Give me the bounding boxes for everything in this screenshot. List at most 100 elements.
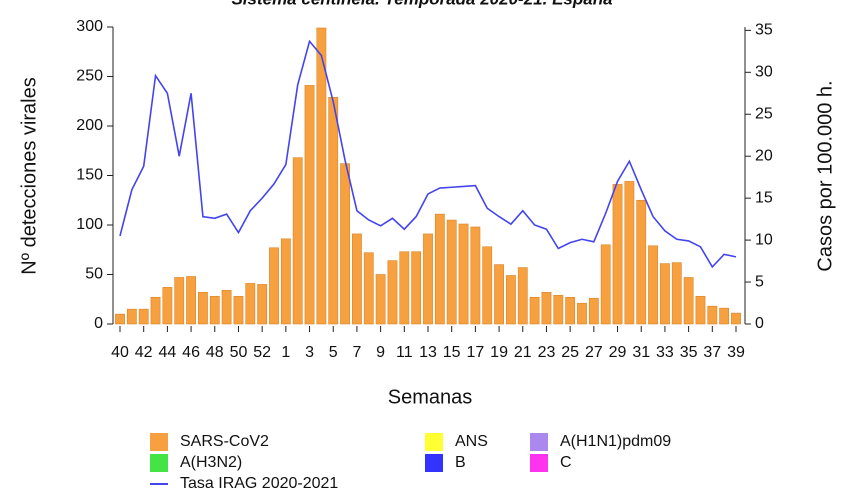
bar bbox=[541, 292, 552, 325]
x-tick-label: 52 bbox=[253, 344, 271, 361]
x-tick-label: 44 bbox=[158, 344, 176, 361]
bar bbox=[375, 274, 386, 325]
legend-swatch bbox=[150, 454, 168, 472]
legend-label: SARS-CoV2 bbox=[180, 433, 269, 450]
bar bbox=[482, 246, 493, 325]
x-tick-label: 7 bbox=[352, 344, 361, 361]
bar bbox=[233, 295, 244, 325]
x-tick-label: 25 bbox=[561, 344, 579, 361]
y2-tick-label: 15 bbox=[755, 189, 773, 206]
bar bbox=[731, 312, 741, 325]
x-tick-label: 33 bbox=[656, 344, 674, 361]
bar bbox=[600, 244, 611, 325]
bar bbox=[683, 277, 694, 325]
legend-label: A(H3N2) bbox=[180, 454, 242, 471]
x-tick-label: 17 bbox=[466, 344, 484, 361]
x-tick-label: 27 bbox=[585, 344, 603, 361]
x-tick-label: 40 bbox=[111, 344, 129, 361]
legend-label: C bbox=[560, 454, 572, 471]
x-tick-label: 48 bbox=[206, 344, 224, 361]
bar bbox=[221, 290, 232, 325]
x-tick-label: 5 bbox=[329, 344, 338, 361]
bar bbox=[138, 308, 149, 325]
bar bbox=[446, 219, 457, 325]
bar bbox=[624, 181, 635, 325]
bar bbox=[695, 295, 706, 325]
x-tick-label: 3 bbox=[305, 344, 314, 361]
y-tick-label: 0 bbox=[94, 315, 103, 332]
bar bbox=[387, 260, 398, 325]
x-tick-label: 50 bbox=[230, 344, 248, 361]
bar bbox=[434, 213, 445, 325]
legend-swatch bbox=[530, 433, 548, 451]
bar bbox=[269, 247, 279, 325]
y-tick-label: 300 bbox=[76, 18, 103, 35]
bar bbox=[162, 287, 173, 325]
x-tick-label: 37 bbox=[703, 344, 721, 361]
bar bbox=[671, 262, 682, 325]
bar bbox=[304, 85, 315, 325]
bar bbox=[316, 27, 327, 325]
legend-label: A(H1N1)pdm09 bbox=[560, 433, 671, 450]
y2-tick-label: 35 bbox=[755, 22, 773, 39]
y2-tick-label: 30 bbox=[755, 64, 773, 81]
bar bbox=[506, 275, 516, 325]
x-tick-label: 31 bbox=[632, 344, 650, 361]
legend-label: Tasa IRAG 2020-2021 bbox=[180, 475, 338, 492]
bar bbox=[707, 305, 718, 325]
x-tick-label: 15 bbox=[443, 344, 461, 361]
bar bbox=[399, 251, 410, 325]
y2-tick-label: 25 bbox=[755, 105, 773, 122]
bar bbox=[719, 307, 730, 325]
bar bbox=[612, 184, 623, 325]
bar bbox=[553, 294, 564, 325]
bar bbox=[529, 296, 540, 325]
x-axis-title: Semanas bbox=[388, 386, 473, 408]
x-tick-label: 21 bbox=[514, 344, 532, 361]
y2-tick-label: 10 bbox=[755, 231, 773, 248]
bar bbox=[648, 245, 658, 325]
bar bbox=[150, 296, 161, 325]
legend-swatch bbox=[150, 433, 168, 451]
bar bbox=[423, 233, 433, 325]
chart-title: Sistema centinela. Temporada 2020-21. Es… bbox=[231, 0, 612, 8]
y-tick-label: 150 bbox=[76, 167, 103, 184]
bar bbox=[565, 296, 576, 325]
y-tick-label: 250 bbox=[76, 68, 103, 85]
bar bbox=[126, 308, 137, 325]
bar bbox=[660, 263, 670, 325]
bar bbox=[363, 252, 374, 325]
y2-axis-title: Casos por 100.000 h. bbox=[814, 80, 836, 271]
x-tick-label: 13 bbox=[419, 344, 437, 361]
y-tick-label: 200 bbox=[76, 117, 103, 134]
y2-tick-label: 0 bbox=[755, 315, 764, 332]
bar bbox=[280, 238, 291, 325]
bar bbox=[517, 267, 528, 325]
bar bbox=[636, 199, 647, 325]
y-tick-label: 100 bbox=[76, 216, 103, 233]
bar bbox=[328, 96, 339, 325]
legend-swatch bbox=[530, 454, 548, 472]
x-tick-label: 11 bbox=[396, 344, 413, 361]
bar bbox=[292, 157, 303, 325]
legend-swatch bbox=[425, 454, 443, 472]
line bbox=[119, 39, 737, 269]
bar bbox=[186, 276, 196, 325]
bar bbox=[411, 251, 422, 325]
x-tick-label: 1 bbox=[281, 344, 290, 361]
y-tick-label: 50 bbox=[85, 266, 103, 283]
bar bbox=[588, 297, 599, 325]
legend-label: B bbox=[455, 454, 466, 471]
bar bbox=[257, 284, 268, 325]
bar bbox=[340, 163, 350, 325]
bar bbox=[198, 292, 208, 325]
x-tick-label: 42 bbox=[135, 344, 153, 361]
legend-label: ANS bbox=[455, 433, 488, 450]
bar bbox=[209, 295, 220, 325]
bar bbox=[458, 223, 469, 325]
bar bbox=[577, 302, 587, 325]
x-tick-label: 29 bbox=[609, 344, 627, 361]
bar bbox=[245, 283, 256, 325]
x-tick-label: 46 bbox=[182, 344, 200, 361]
